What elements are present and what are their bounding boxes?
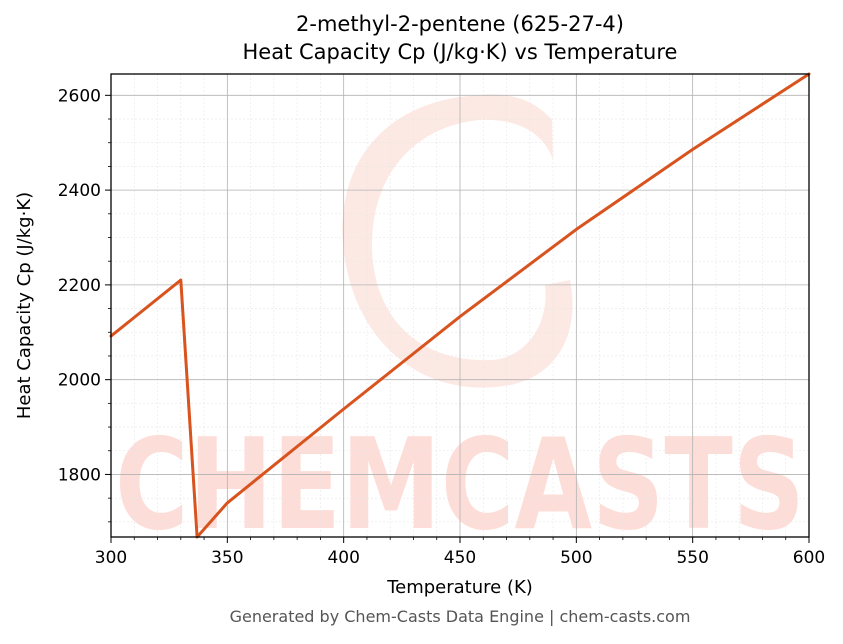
- x-tick-label: 350: [211, 548, 243, 568]
- axes-ticks: 300 350 400 450 500 550 600 1800 2000 2200 2400 260…: [58, 86, 825, 568]
- x-tick-label: 400: [327, 548, 359, 568]
- y-tick-label: 2400: [58, 181, 101, 201]
- y-tick-label: 1800: [58, 465, 101, 485]
- x-axis-label: Temperature (K): [386, 577, 533, 598]
- heat-capacity-line: [109, 72, 811, 539]
- y-tick-label: 2000: [58, 371, 101, 391]
- x-tick-label: 450: [444, 548, 476, 568]
- x-tick-label: 500: [560, 548, 592, 568]
- y-tick-label: 2600: [58, 86, 101, 106]
- y-tick-label: 2200: [58, 276, 101, 296]
- x-tick-label: 600: [793, 548, 825, 568]
- x-tick-label: 550: [676, 548, 708, 568]
- chart-title-line-2: Heat Capacity Cp (J/kg·K) vs Temperature: [242, 40, 678, 64]
- watermark-swirl: [342, 94, 573, 388]
- chart-title-line-1: 2-methyl-2-pentene (625-27-4): [296, 12, 624, 36]
- y-axis-label: Heat Capacity Cp (J/kg·K): [14, 192, 35, 419]
- series-layer: [109, 72, 811, 539]
- x-tick-label: 300: [95, 548, 127, 568]
- footer-credit: Generated by Chem-Casts Data Engine | ch…: [229, 607, 691, 626]
